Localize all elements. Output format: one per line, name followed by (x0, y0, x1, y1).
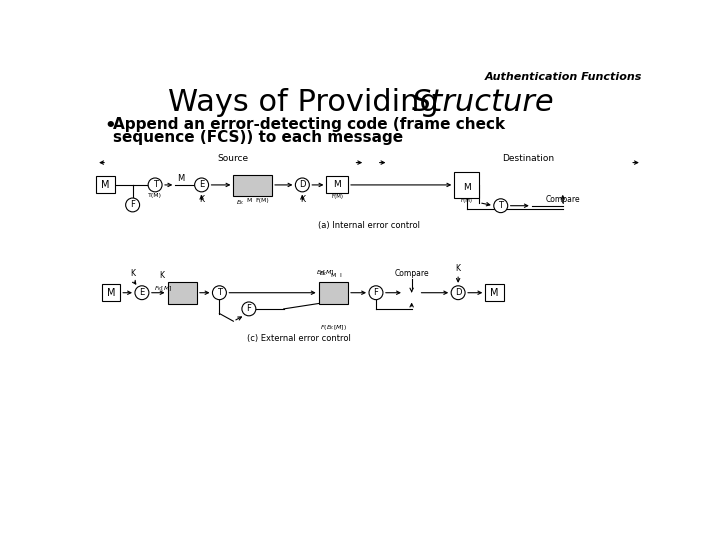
Text: sequence (FCS)) to each message: sequence (FCS)) to each message (113, 130, 403, 145)
Text: E: E (199, 180, 204, 190)
Text: Destination: Destination (502, 153, 554, 163)
Text: M: M (107, 288, 115, 298)
Text: Structure: Structure (412, 88, 554, 117)
Text: Compare: Compare (395, 269, 429, 278)
Text: Compare: Compare (546, 195, 580, 204)
Bar (319, 282, 348, 303)
Text: Source: Source (218, 153, 249, 163)
Circle shape (212, 286, 226, 300)
Circle shape (194, 178, 209, 192)
Text: K: K (456, 264, 461, 273)
Circle shape (369, 286, 383, 300)
Circle shape (126, 198, 140, 212)
Text: T: T (153, 180, 158, 190)
Text: •: • (104, 117, 116, 135)
Text: Authentication Functions: Authentication Functions (485, 72, 642, 83)
Bar (326, 177, 348, 193)
Text: F: F (246, 305, 251, 313)
Bar (233, 175, 272, 197)
Circle shape (148, 178, 162, 192)
Text: $F(E_K[M])$: $F(E_K[M])$ (320, 323, 347, 332)
Text: F: F (130, 200, 135, 210)
Text: $E_K$: $E_K$ (235, 198, 245, 207)
Text: D: D (455, 288, 462, 297)
Text: E: E (139, 288, 145, 297)
Text: K: K (300, 195, 305, 204)
Text: $E_K$: $E_K$ (319, 269, 328, 278)
Text: F(M): F(M) (461, 198, 472, 203)
Circle shape (135, 286, 149, 300)
Text: Append an error-detecting code (frame check: Append an error-detecting code (frame ch… (113, 117, 505, 132)
Text: M: M (490, 288, 499, 298)
Circle shape (242, 302, 256, 316)
Text: T: T (217, 288, 222, 297)
Text: K: K (199, 195, 204, 204)
Text: F(M): F(M) (255, 198, 269, 203)
Text: M: M (177, 174, 184, 183)
Text: (c) External error control: (c) External error control (247, 334, 351, 343)
Text: D: D (299, 180, 305, 190)
Text: F(M): F(M) (331, 194, 343, 199)
Text: (a) Internal error control: (a) Internal error control (318, 221, 420, 230)
Text: F: F (374, 288, 379, 297)
Circle shape (451, 286, 465, 300)
Text: M: M (333, 180, 341, 190)
Text: K: K (130, 269, 135, 278)
Text: Ways of Providing: Ways of Providing (168, 88, 448, 117)
Text: M: M (463, 183, 471, 192)
Bar (102, 284, 120, 301)
Text: K: K (159, 272, 164, 280)
Circle shape (295, 178, 310, 192)
Text: M: M (330, 273, 336, 278)
Text: $E_K[ M ]$: $E_K[ M ]$ (316, 268, 335, 276)
Text: $F_K[ M ]$: $F_K[ M ]$ (153, 284, 172, 293)
Text: I: I (340, 273, 341, 278)
Text: T(M): T(M) (148, 193, 162, 198)
Bar (96, 177, 114, 193)
Bar (454, 172, 479, 198)
Text: M: M (102, 180, 109, 190)
Bar (168, 282, 197, 303)
Text: T: T (498, 201, 503, 210)
Bar (485, 284, 504, 301)
Text: M: M (246, 198, 252, 203)
Circle shape (494, 199, 508, 213)
